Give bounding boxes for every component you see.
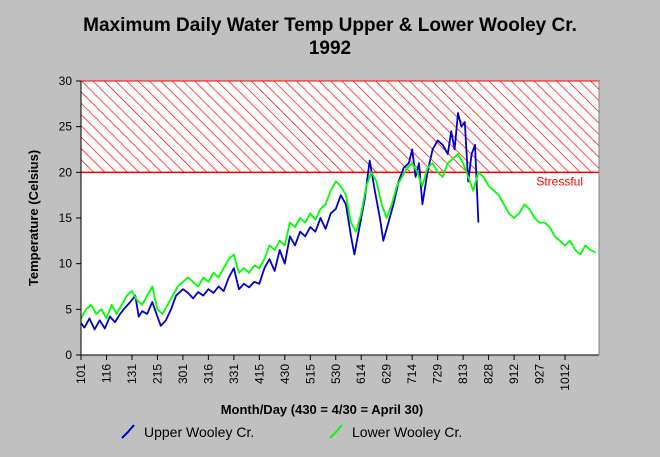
stressful-band [81,81,599,173]
legend-label-upper-wooley: Upper Wooley Cr. [144,424,254,440]
x-tick-label: 729 [431,364,445,384]
legend-label-lower-wooley: Lower Wooley Cr. [352,424,462,440]
chart-title-line1: Maximum Daily Water Temp Upper & Lower W… [83,15,577,36]
y-tick-label: 15 [59,211,73,225]
x-tick-label: 828 [482,364,496,384]
x-tick-label: 912 [507,364,521,384]
chart-title-line2: 1992 [308,38,352,59]
x-tick-label: 530 [329,364,343,384]
y-tick-label: 5 [65,302,72,316]
x-tick-label: 614 [354,364,368,384]
x-tick-label: 415 [252,364,266,384]
plot-area: Stressful 0 5 10 15 20 25 30 101 116 131 215 301 316 3… [59,74,600,391]
y-tick-label: 20 [59,165,73,179]
legend-swatch-upper-wooley [121,424,135,439]
x-tick-label: 101 [74,364,88,384]
legend-swatch-lower-wooley [329,424,343,439]
x-tick-label: 131 [125,364,139,384]
x-tick-label: 430 [278,364,292,384]
x-tick-label: 215 [150,364,164,384]
x-tick-label: 714 [405,364,419,384]
y-tick-label: 30 [59,74,73,88]
series-line-upper-wooley [80,112,480,331]
series-line-lower-wooley [80,153,597,320]
x-tick-label: 1012 [558,364,572,391]
x-tick-label: 316 [201,364,215,384]
chart-title: Maximum Daily Water Temp Upper & Lower W… [0,14,660,60]
x-tick-label: 629 [380,364,394,384]
x-tick-label: 927 [533,364,547,384]
x-tick-label: 515 [303,364,317,384]
y-axis-title: Temperature (Celsius) [26,150,41,286]
legend: Upper Wooley Cr. Lower Wooley Cr. [121,424,462,440]
y-tick-label: 25 [59,120,73,134]
y-tick-label: 10 [59,257,73,271]
x-tick-label: 116 [99,364,113,383]
x-tick-label: 813 [456,364,470,384]
x-tick-label: 301 [176,364,190,384]
x-tick-label: 331 [227,364,241,384]
y-tick-label: 0 [65,348,72,362]
stressful-label: Stressful [536,174,583,188]
x-axis-title: Month/Day (430 = 4/30 = April 30) [221,402,424,417]
